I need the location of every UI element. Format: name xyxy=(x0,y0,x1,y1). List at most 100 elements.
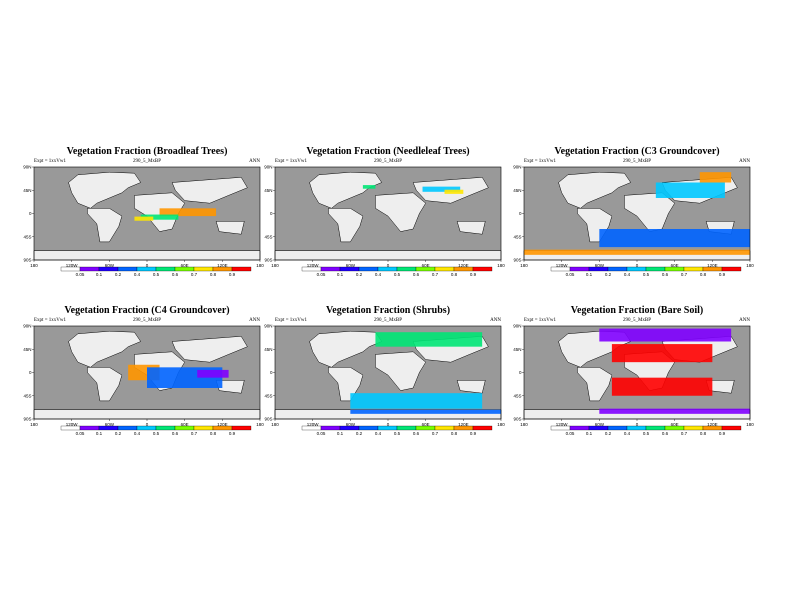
x-tick-label: 60E xyxy=(181,263,189,268)
colorbar-segment xyxy=(453,425,474,431)
colorbar-segment xyxy=(339,266,360,272)
data-region xyxy=(140,214,179,220)
colorbar-tick-label: 0.8 xyxy=(451,431,458,436)
colorbar-segment xyxy=(193,266,214,272)
colorbar-tick-label: 0.9 xyxy=(719,431,726,436)
x-tick-label: 180 xyxy=(30,263,38,268)
x-tick-label: 120W xyxy=(307,422,320,427)
land-mask xyxy=(87,367,123,402)
x-tick-label: 60E xyxy=(181,422,189,427)
colorbar-tick-label: 0.1 xyxy=(96,431,103,436)
colorbar-tick-label: 0.7 xyxy=(191,431,198,436)
x-tick-label: 120E xyxy=(217,422,228,427)
y-tick-label: 45S xyxy=(23,234,31,239)
colorbar-tick-label: 0.8 xyxy=(700,272,707,277)
colorbar-tick-label: 0.8 xyxy=(210,431,217,436)
colorbar-tick-label: 0.6 xyxy=(662,272,669,277)
map-shrubs: 180 120W 60W 0 60E 120E 180 90N 45N 0 45S 90S 0.05 0.… xyxy=(264,324,505,437)
expt-label: Expt = 1xxVw1 xyxy=(34,159,66,164)
panel-c3: Vegetation Fraction (C3 Groundcover) Exp… xyxy=(513,146,757,286)
y-tick-label: 90N xyxy=(264,324,272,329)
panel-needleleaf: Vegetation Fraction (Needleleaf Trees) E… xyxy=(264,146,508,286)
data-region xyxy=(350,393,483,409)
colorbar-segment xyxy=(301,425,322,431)
land-mask xyxy=(328,208,364,243)
x-tick-label: 180 xyxy=(271,263,279,268)
colorbar-segment xyxy=(721,266,742,272)
colorbar-tick-label: 0.7 xyxy=(432,272,439,277)
colorbar-segment xyxy=(569,425,590,431)
colorbar-tick-label: 0.9 xyxy=(470,272,477,277)
x-tick-label: 60E xyxy=(671,422,679,427)
expt-label: Expt = 1xxVw1 xyxy=(34,318,66,323)
x-tick-label: 0 xyxy=(146,422,149,427)
x-tick-label: 180 xyxy=(497,422,505,427)
data-region xyxy=(599,229,750,248)
run-label: 290_5_MxBP xyxy=(622,159,652,164)
x-tick-label: 180 xyxy=(30,422,38,427)
run-label: 290_5_MxBP xyxy=(132,159,162,164)
land-mask xyxy=(215,221,245,235)
colorbar-tick-label: 0.4 xyxy=(624,272,631,277)
y-tick-label: 45N xyxy=(23,188,31,193)
panel-title: Vegetation Fraction (Bare Soil) xyxy=(570,305,704,316)
panel-title: Vegetation Fraction (Shrubs) xyxy=(325,305,451,316)
colorbar-segment xyxy=(155,425,176,431)
land-mask xyxy=(171,336,248,363)
colorbar-segment xyxy=(320,425,341,431)
season-label: ANN xyxy=(249,159,260,164)
colorbar-tick-label: 0.7 xyxy=(432,431,439,436)
land-mask xyxy=(134,192,186,232)
colorbar-segment xyxy=(98,266,119,272)
colorbar-tick-label: 0.6 xyxy=(662,431,669,436)
colorbar-tick-label: 0.05 xyxy=(76,431,85,436)
colorbar-segment xyxy=(626,266,647,272)
colorbar-segment xyxy=(339,425,360,431)
season-label: ANN xyxy=(739,318,750,323)
colorbar-segment xyxy=(626,425,647,431)
land-mask xyxy=(87,208,123,243)
colorbar-segment xyxy=(358,425,379,431)
x-tick-label: 180 xyxy=(520,263,528,268)
panel-shrubs: Vegetation Fraction (Shrubs) Expt = 1xxV… xyxy=(264,305,508,445)
data-region xyxy=(599,408,750,414)
data-region xyxy=(524,249,750,255)
y-tick-label: 90S xyxy=(264,258,272,263)
colorbar-segment xyxy=(453,266,474,272)
x-tick-label: 0 xyxy=(387,422,390,427)
x-tick-label: 120W xyxy=(556,422,569,427)
data-region xyxy=(599,328,732,342)
data-region xyxy=(350,409,501,414)
colorbar-tick-label: 0.05 xyxy=(317,431,326,436)
x-tick-label: 0 xyxy=(146,263,149,268)
colorbar-tick-label: 0.8 xyxy=(210,272,217,277)
x-tick-label: 180 xyxy=(746,263,754,268)
data-region xyxy=(444,189,464,194)
colorbar-tick-label: 0.9 xyxy=(719,272,726,277)
map-c4: 180 120W 60W 0 60E 120E 180 90N 45N 0 45S 90S 0.05 0.… xyxy=(23,324,264,437)
x-tick-label: 120W xyxy=(307,263,320,268)
x-tick-label: 120W xyxy=(66,422,79,427)
colorbar-segment xyxy=(702,425,723,431)
data-region xyxy=(611,344,713,363)
x-tick-label: 0 xyxy=(636,263,639,268)
colorbar-segment xyxy=(721,425,742,431)
colorbar-tick-label: 0.05 xyxy=(566,272,575,277)
colorbar-tick-label: 0.4 xyxy=(375,272,382,277)
colorbar-segment xyxy=(607,266,628,272)
y-tick-label: 90N xyxy=(23,165,31,170)
x-tick-label: 180 xyxy=(271,422,279,427)
colorbar-tick-label: 0.9 xyxy=(470,431,477,436)
panel-title: Vegetation Fraction (C4 Groundcover) xyxy=(64,305,230,316)
x-tick-label: 120W xyxy=(66,263,79,268)
panel-bare: Vegetation Fraction (Bare Soil) Expt = 1… xyxy=(513,305,757,445)
y-tick-label: 45N xyxy=(23,347,31,352)
expt-label: Expt = 1xxVw1 xyxy=(275,159,307,164)
colorbar-tick-label: 0.7 xyxy=(681,431,688,436)
y-tick-label: 45N xyxy=(513,347,521,352)
y-tick-label: 0 xyxy=(519,211,522,216)
colorbar-segment xyxy=(550,266,571,272)
data-region xyxy=(362,185,376,189)
y-tick-label: 45N xyxy=(264,188,272,193)
colorbar-segment xyxy=(664,425,685,431)
